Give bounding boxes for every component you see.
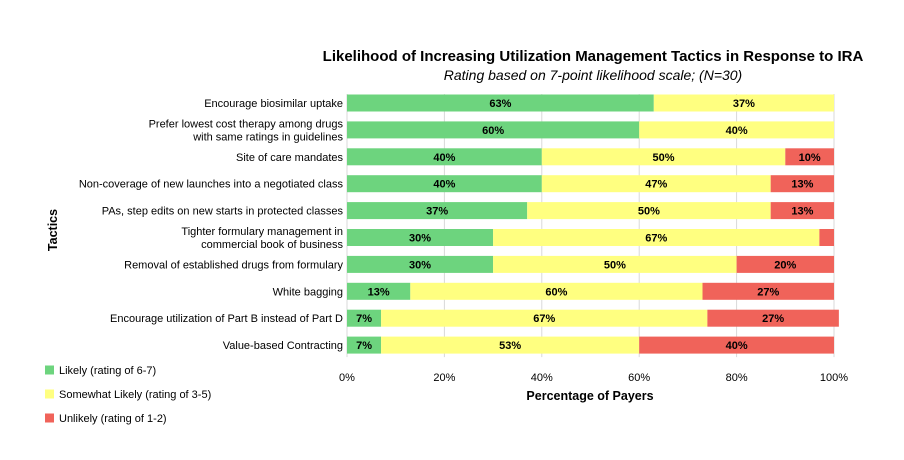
x-tick-label: 80% (726, 372, 748, 384)
chart-title: Likelihood of Increasing Utilization Man… (323, 48, 864, 65)
legend-label: Likely (rating of 6-7) (59, 365, 156, 377)
bar-segment (541, 175, 771, 193)
bar-segment (493, 229, 820, 246)
data-label: 40% (433, 152, 455, 164)
bar-segment (527, 202, 771, 220)
category-label: Encourage biosimilar uptake (204, 98, 343, 110)
category-label: Encourage utilization of Part B instead … (110, 313, 343, 325)
bar-segment (347, 148, 542, 166)
legend-swatch (45, 365, 54, 375)
x-tick-label: 0% (339, 372, 355, 384)
bar-segment (381, 309, 708, 327)
category-labels: Encourage biosimilar uptake Prefer lowest… (79, 98, 344, 352)
bar-segment (347, 255, 494, 273)
bar-segment (770, 202, 834, 220)
category-label: Site of care mandates (236, 152, 344, 164)
bar-segment (347, 121, 640, 139)
data-label: 60% (482, 125, 504, 137)
legend-label: Somewhat Likely (rating of 3-5) (59, 389, 211, 401)
bar-segment (819, 229, 834, 246)
data-label: 40% (433, 179, 455, 191)
x-tick-label: 20% (433, 372, 455, 384)
x-tick-label: 100% (820, 372, 848, 384)
data-label: 63% (489, 98, 511, 110)
data-label: 13% (791, 206, 813, 218)
data-label: 67% (533, 313, 555, 325)
data-label: 30% (409, 259, 431, 271)
category-label: White bagging (273, 286, 343, 298)
category-label: Non-coverage of new launches into a nego… (79, 179, 344, 191)
bar-segment (347, 336, 382, 354)
bar-segment (707, 309, 839, 327)
data-label: 30% (409, 233, 431, 245)
y-axis-label: Tactics (46, 209, 60, 251)
category-label: Removal of established drugs from formul… (124, 259, 343, 271)
data-label: 60% (545, 286, 567, 298)
data-label: 37% (426, 206, 448, 218)
bar-segment (541, 148, 786, 166)
category-label: Tighter formulary management in commercia… (181, 226, 343, 251)
bar-segment (653, 94, 834, 112)
data-label: 13% (368, 286, 390, 298)
x-axis-label: Percentage of Payers (526, 389, 653, 403)
category-label: Prefer lowest cost therapy among drugs wi… (149, 118, 344, 143)
data-label: 50% (638, 206, 660, 218)
data-label: 67% (645, 233, 667, 245)
bar-segment (347, 202, 528, 220)
data-label: 40% (726, 340, 748, 352)
x-tick-label: 60% (628, 372, 650, 384)
data-label: 20% (774, 259, 796, 271)
data-label: 27% (762, 313, 784, 325)
data-label: 7% (356, 313, 372, 325)
data-label: 7% (356, 340, 372, 352)
data-label: 50% (604, 259, 626, 271)
bar-segment (702, 282, 834, 300)
data-label: 10% (799, 152, 821, 164)
x-tick-label: 40% (531, 372, 553, 384)
bar-segment (639, 121, 834, 139)
bar-segment (347, 94, 654, 112)
bar-segment (347, 229, 494, 246)
bar-segment (347, 175, 542, 193)
bar-segment (381, 336, 640, 354)
bar-segment (410, 282, 703, 300)
bar-segment (736, 255, 834, 273)
x-tick-labels: 0% 20% 40% 60% 80% 100% (339, 372, 848, 384)
data-label: 47% (645, 179, 667, 191)
data-label: 50% (653, 152, 675, 164)
bar-segment (347, 309, 382, 327)
legend: Likely (rating of 6-7) Somewhat Likely (r… (45, 365, 211, 425)
data-label: 53% (499, 340, 521, 352)
bar-segment (785, 148, 834, 166)
bars (347, 94, 839, 354)
data-label: 40% (726, 125, 748, 137)
data-label: 27% (757, 286, 779, 298)
bar-segment (347, 282, 411, 300)
bar-segment (639, 336, 834, 354)
category-label: Value-based Contracting (223, 340, 343, 352)
data-labels: 63% 37% 60% 40% 40% 50% 10% 40% 47% 13% 37% 50% 13% 3… (356, 98, 821, 352)
legend-swatch (45, 413, 54, 423)
legend-swatch (45, 389, 54, 399)
data-label: 13% (791, 179, 813, 191)
category-label: PAs, step edits on new starts in protect… (102, 206, 344, 218)
bar-segment (493, 255, 737, 273)
data-label: 37% (733, 98, 755, 110)
bar-segment (770, 175, 834, 193)
legend-label: Unlikely (rating of 1-2) (59, 413, 167, 425)
chart-subtitle: Rating based on 7-point likelihood scale… (444, 67, 742, 83)
